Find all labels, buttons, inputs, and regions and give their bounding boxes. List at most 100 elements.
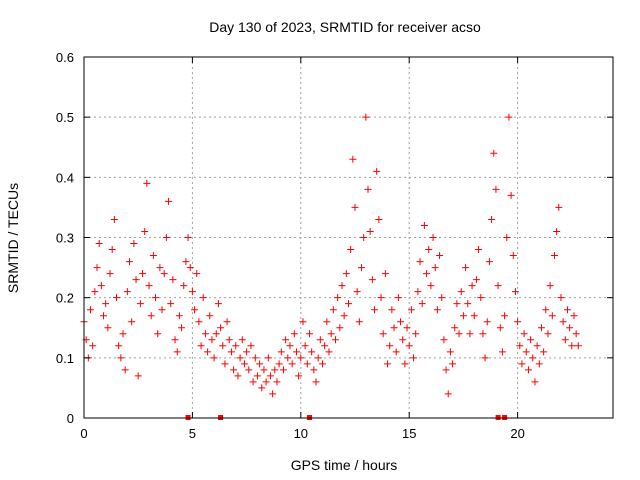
data-point <box>169 276 177 284</box>
data-point <box>230 366 238 374</box>
data-point <box>225 336 233 344</box>
data-point <box>351 203 359 211</box>
data-point <box>358 264 366 272</box>
data-point <box>340 312 348 320</box>
data-point <box>327 330 335 338</box>
data-point <box>557 294 565 302</box>
data-point <box>403 324 411 332</box>
data-point <box>126 258 134 266</box>
data-point <box>483 318 491 326</box>
data-point <box>227 348 235 356</box>
data-point <box>431 264 439 272</box>
data-point <box>297 354 305 362</box>
data-point <box>167 300 175 308</box>
data-point <box>373 167 381 175</box>
data-point <box>418 300 426 308</box>
data-point <box>188 288 196 296</box>
data-point <box>269 390 277 398</box>
data-point <box>540 348 548 356</box>
data-point <box>511 288 519 296</box>
data-point <box>442 366 450 374</box>
data-point <box>292 348 300 356</box>
data-point <box>243 348 251 356</box>
data-point <box>518 360 526 368</box>
data-point <box>362 113 370 121</box>
data-point <box>245 366 253 374</box>
data-point <box>498 348 506 356</box>
data-point <box>386 342 394 350</box>
data-point <box>121 366 129 374</box>
data-point <box>253 372 261 380</box>
data-point <box>544 330 552 338</box>
data-point <box>457 288 465 296</box>
data-point <box>139 270 147 278</box>
data-point <box>453 300 461 308</box>
data-point <box>262 378 270 386</box>
data-point <box>305 330 313 338</box>
data-point <box>277 348 285 356</box>
data-point <box>329 306 337 314</box>
data-point <box>331 336 339 344</box>
data-point <box>284 354 292 362</box>
data-point <box>162 234 170 241</box>
data-point <box>366 227 374 235</box>
data-point <box>410 354 418 362</box>
data-point <box>479 330 487 338</box>
data-point <box>240 360 248 368</box>
data-point <box>232 342 240 350</box>
data-point <box>494 282 502 290</box>
data-point <box>208 336 216 344</box>
data-point <box>160 270 168 278</box>
data-point <box>414 288 422 296</box>
data-point <box>381 270 389 278</box>
data-point <box>509 252 517 260</box>
data-point <box>555 203 563 211</box>
data-point <box>95 240 103 248</box>
data-point <box>533 342 541 350</box>
data-point <box>563 306 571 314</box>
data-point <box>342 270 350 278</box>
data-point <box>377 294 385 302</box>
data-point <box>375 215 383 223</box>
data-point <box>171 336 179 344</box>
data-point <box>401 360 409 368</box>
data-point <box>182 258 190 266</box>
data-point <box>336 324 344 332</box>
data-point <box>451 324 459 332</box>
data-point <box>134 372 142 380</box>
data-point <box>273 378 281 386</box>
data-point <box>420 221 428 229</box>
data-point <box>570 312 578 320</box>
data-point <box>492 185 500 193</box>
y-tick-label: 0.3 <box>56 231 74 246</box>
chart-title: Day 130 of 2023, SRMTID for receiver acs… <box>209 19 481 35</box>
data-point <box>394 294 402 302</box>
data-point <box>507 191 515 199</box>
y-tick-label: 0.4 <box>56 170 74 185</box>
data-point <box>282 336 290 344</box>
data-point <box>561 336 569 344</box>
data-point <box>178 324 186 332</box>
data-point <box>87 306 95 314</box>
data-point <box>219 342 227 350</box>
data-point <box>472 276 480 284</box>
data-point <box>505 113 513 121</box>
data-point <box>258 384 266 392</box>
data-point <box>574 342 582 350</box>
data-point <box>206 312 214 320</box>
data-point <box>165 197 173 205</box>
data-point <box>537 324 545 332</box>
data-point <box>384 360 392 368</box>
data-point <box>117 354 125 362</box>
data-point <box>89 342 97 350</box>
data-point <box>97 282 105 290</box>
x-axis-label: GPS time / hours <box>291 457 398 473</box>
data-point <box>236 354 244 362</box>
data-point <box>529 354 537 362</box>
data-point <box>223 318 231 326</box>
data-point <box>264 354 272 362</box>
data-point <box>108 246 116 254</box>
data-point <box>119 330 127 338</box>
data-point <box>152 294 160 302</box>
